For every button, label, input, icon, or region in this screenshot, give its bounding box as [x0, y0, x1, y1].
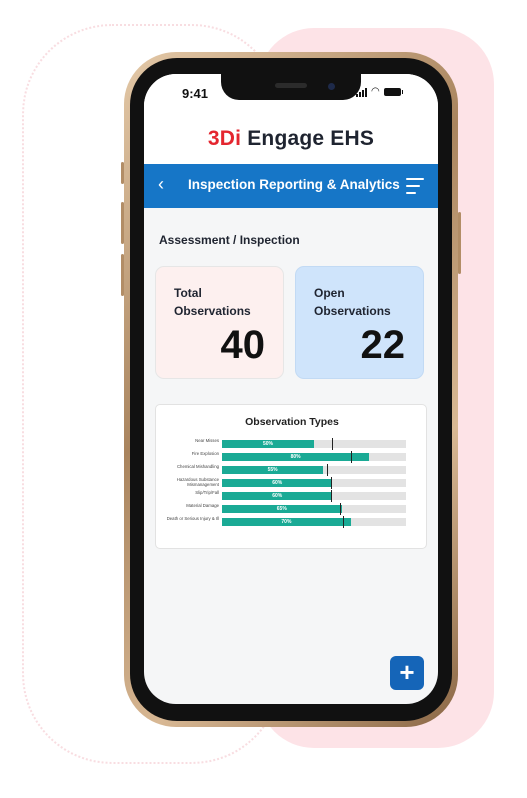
chart-category-label: Fire Explosion	[191, 451, 219, 456]
plus-icon: +	[399, 657, 415, 687]
chart-bar-track: 80%	[222, 451, 406, 463]
chart-value-label: 55%	[267, 467, 278, 473]
section-title: Assessment / Inspection	[159, 233, 300, 247]
signal-icon	[356, 87, 367, 97]
chart-bar	[222, 466, 324, 474]
chart-value-label: 50%	[262, 441, 273, 447]
chart-target-marker	[350, 451, 352, 463]
brand-prefix: 3Di	[207, 127, 242, 150]
chart-value-label: 60%	[272, 480, 283, 486]
battery-icon	[383, 88, 403, 96]
chart-row: Slip/Trip/Fall 60%	[156, 489, 428, 502]
front-camera	[328, 83, 335, 90]
back-icon[interactable]: ‹	[158, 174, 164, 194]
total-observations-card[interactable]: Total Observations 40	[155, 266, 284, 379]
volume-up-button	[121, 202, 124, 244]
chart-category-label: Material Damage	[186, 503, 219, 508]
chart-bar	[222, 440, 314, 448]
open-observations-label: Open Observations	[314, 286, 391, 318]
chart-value-label: 70%	[281, 519, 292, 525]
chart-value-label: 65%	[276, 506, 287, 512]
notch	[221, 74, 361, 100]
total-observations-value: 40	[220, 323, 266, 367]
chart-category-label: Death or Serious Injury & Ill	[166, 516, 219, 521]
chart-title: Observation Types	[245, 416, 339, 428]
chart-bar	[222, 479, 333, 487]
chart-target-marker	[339, 503, 341, 515]
chart-target-marker	[330, 477, 332, 489]
wifi-icon: ◠	[371, 86, 380, 97]
menu-icon[interactable]	[406, 178, 424, 199]
mute-switch	[121, 162, 124, 184]
brand-logo: 3Di Engage EHS	[208, 127, 374, 151]
chart-target-marker	[332, 438, 334, 450]
volume-down-button	[121, 254, 124, 296]
total-observations-label: Total Observations	[174, 286, 251, 318]
chart-category-label: Chemical Mishandling	[176, 464, 219, 469]
chart-row: Chemical Mishandling 55%	[156, 463, 428, 476]
status-time: 9:41	[182, 86, 209, 101]
chart-row: Material Damage 65%	[156, 502, 428, 515]
brand-header: 3Di Engage EHS	[144, 114, 438, 164]
nav-bar: ‹ Inspection Reporting & Analytics	[144, 164, 438, 208]
chart-bar	[222, 453, 370, 461]
chart-value-label: 80%	[290, 454, 301, 460]
chart-bar-track: 60%	[222, 490, 406, 502]
chart-bar-track: 70%	[222, 516, 406, 528]
chart-category-label: Hazardous Substance Mismanagement	[176, 477, 219, 487]
chart-row: Fire Explosion 80%	[156, 450, 428, 463]
add-button[interactable]: +	[390, 656, 424, 690]
brand-name: Engage EHS	[247, 127, 375, 150]
status-icons: ◠	[356, 86, 403, 97]
chart-bar-track: 60%	[222, 477, 406, 489]
open-observations-card[interactable]: Open Observations 22	[295, 266, 424, 379]
speaker	[275, 83, 307, 88]
observation-types-chart: Observation Types Near Misses 50% Fire Exp…	[155, 404, 427, 549]
chart-value-label: 60%	[272, 493, 283, 499]
chart-bar	[222, 505, 342, 513]
phone-frame: 9:41 ◠ 3Di Engage EHS ‹ Inspection Repor…	[121, 52, 461, 727]
page-title: Inspection Reporting & Analytics	[188, 177, 400, 192]
chart-target-marker	[330, 490, 332, 502]
chart-bar	[222, 492, 333, 500]
chart-bar-track: 50%	[222, 438, 406, 450]
chart-target-marker	[343, 516, 345, 528]
chart-row: Death or Serious Injury & Ill 70%	[156, 515, 428, 528]
chart-category-label: Slip/Trip/Fall	[195, 490, 219, 495]
chart-rows: Near Misses 50% Fire Explosion 80% Chemical …	[156, 437, 428, 528]
chart-category-label: Near Misses	[195, 438, 219, 443]
chart-bar-track: 65%	[222, 503, 406, 515]
phone-screen: 9:41 ◠ 3Di Engage EHS ‹ Inspection Repor…	[144, 74, 438, 704]
open-observations-value: 22	[360, 323, 406, 367]
chart-target-marker	[326, 464, 328, 476]
chart-bar	[222, 518, 351, 526]
power-button	[458, 212, 461, 274]
chart-row: Hazardous Substance Mismanagement 60%	[156, 476, 428, 489]
chart-bar-track: 55%	[222, 464, 406, 476]
chart-row: Near Misses 50%	[156, 437, 428, 450]
